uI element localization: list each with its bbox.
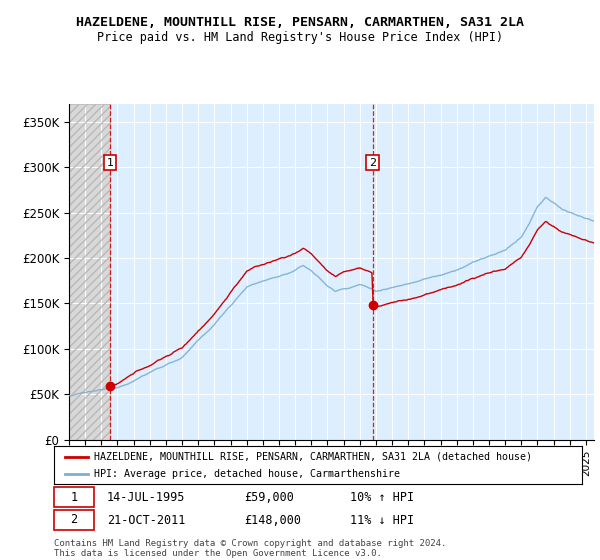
Text: 21-OCT-2011: 21-OCT-2011 [107, 514, 185, 527]
Text: Contains HM Land Registry data © Crown copyright and database right 2024.
This d: Contains HM Land Registry data © Crown c… [54, 539, 446, 558]
Text: 2: 2 [369, 157, 376, 167]
Text: Price paid vs. HM Land Registry's House Price Index (HPI): Price paid vs. HM Land Registry's House … [97, 31, 503, 44]
Text: 11% ↓ HPI: 11% ↓ HPI [350, 514, 414, 527]
Text: 14-JUL-1995: 14-JUL-1995 [107, 491, 185, 504]
Text: 1: 1 [70, 491, 77, 504]
Text: 1: 1 [107, 157, 113, 167]
Text: 2: 2 [70, 514, 77, 526]
FancyBboxPatch shape [54, 487, 94, 507]
Bar [69, 104, 110, 440]
Bar [69, 104, 110, 440]
FancyBboxPatch shape [54, 510, 94, 530]
Text: HAZELDENE, MOUNTHILL RISE, PENSARN, CARMARTHEN, SA31 2LA: HAZELDENE, MOUNTHILL RISE, PENSARN, CARM… [76, 16, 524, 29]
Text: HAZELDENE, MOUNTHILL RISE, PENSARN, CARMARTHEN, SA31 2LA (detached house): HAZELDENE, MOUNTHILL RISE, PENSARN, CARM… [94, 451, 532, 461]
Text: HPI: Average price, detached house, Carmarthenshire: HPI: Average price, detached house, Carm… [94, 469, 400, 479]
Text: £59,000: £59,000 [244, 491, 294, 504]
Text: 10% ↑ HPI: 10% ↑ HPI [350, 491, 414, 504]
Text: £148,000: £148,000 [244, 514, 301, 527]
